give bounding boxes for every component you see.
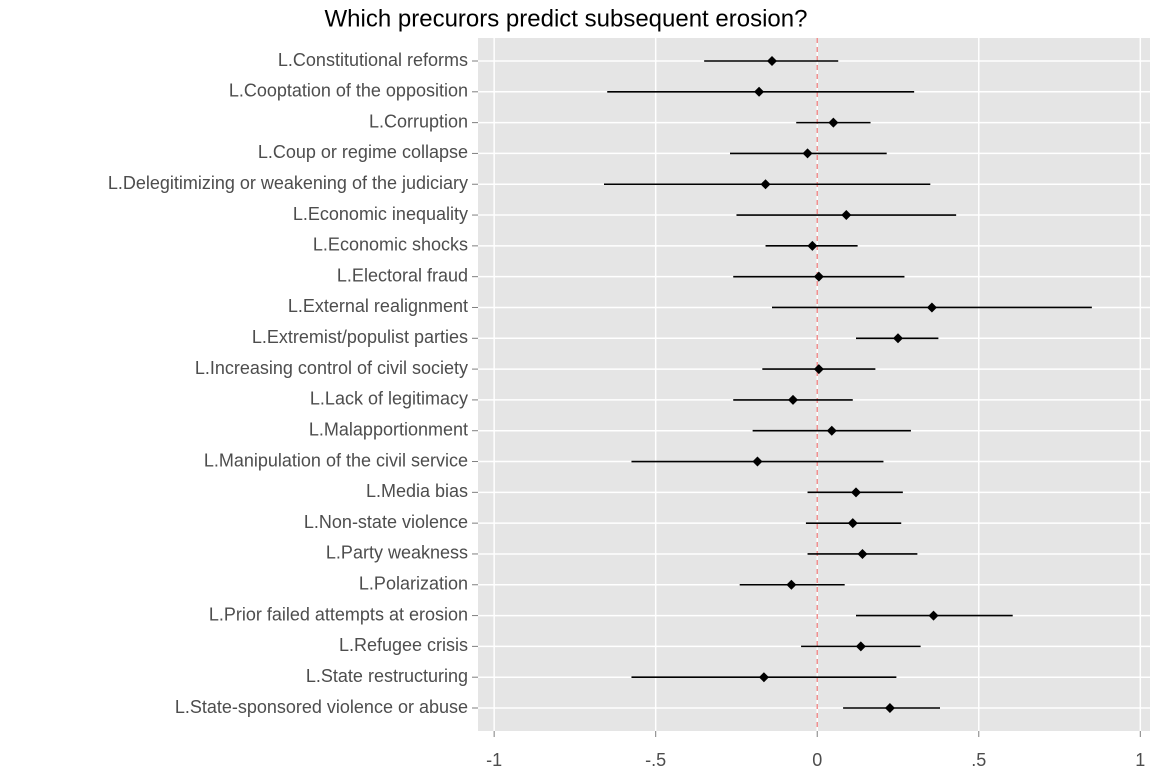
point-estimate — [826, 425, 837, 436]
y-tick-label: L.Extremist/populist parties — [252, 327, 468, 347]
point-estimate — [928, 610, 939, 621]
point-estimate — [802, 148, 813, 159]
y-tick-label: L.Polarization — [359, 574, 468, 594]
point-estimate — [813, 271, 824, 282]
point-estimate — [893, 333, 903, 344]
y-tick-label: L.Economic shocks — [313, 235, 468, 255]
point-estimate — [767, 56, 777, 66]
point-estimate — [760, 179, 771, 190]
y-tick-label: L.Refugee crisis — [339, 635, 468, 655]
y-tick-label: L.Coup or regime collapse — [258, 142, 468, 162]
point-estimate — [855, 641, 866, 652]
y-tick-label: L.Prior failed attempts at erosion — [209, 604, 468, 624]
y-tick-label: L.Manipulation of the civil service — [204, 450, 468, 470]
x-tick-label: 0 — [812, 750, 822, 770]
point-estimate — [857, 548, 868, 559]
y-tick-label: L.Party weakness — [326, 543, 468, 563]
point-estimate — [786, 579, 797, 590]
y-tick-label: L.Constitutional reforms — [278, 50, 468, 70]
point-estimate — [752, 456, 763, 467]
point-estimate — [851, 487, 861, 498]
y-tick-label: L.Malapportionment — [309, 419, 468, 439]
y-tick-label: L.State-sponsored violence or abuse — [175, 697, 468, 717]
point-estimate — [754, 86, 765, 97]
y-tick-label: L.State restructuring — [306, 666, 468, 686]
point-estimate — [788, 394, 798, 405]
y-tick-label: L.Media bias — [366, 481, 468, 501]
point-estimate — [758, 672, 769, 683]
chart-title: Which precurors predict subsequent erosi… — [325, 5, 808, 32]
x-tick-label: 1 — [1135, 750, 1145, 770]
x-tick-label: -1 — [486, 750, 502, 770]
y-tick-label: L.Economic inequality — [293, 204, 468, 224]
y-tick-label: L.Corruption — [369, 111, 468, 131]
y-tick-label: L.Delegitimizing or weakening of the jud… — [108, 173, 468, 193]
point-estimate — [807, 240, 818, 251]
y-tick-label: L.External realignment — [288, 296, 468, 316]
y-tick-label: L.Non-state violence — [304, 512, 468, 532]
y-tick-label: L.Cooptation of the opposition — [229, 81, 468, 101]
point-estimate — [847, 518, 858, 529]
point-estimate — [841, 210, 852, 221]
point-estimate — [884, 703, 895, 713]
x-tick-label: -.5 — [645, 750, 666, 770]
y-tick-label: L.Electoral fraud — [337, 265, 468, 285]
panel — [478, 38, 1150, 731]
x-tick-label: .5 — [971, 750, 986, 770]
y-tick-label: L.Lack of legitimacy — [310, 389, 468, 409]
point-estimate — [813, 364, 824, 375]
point-estimate — [926, 302, 937, 313]
y-tick-label: L.Increasing control of civil society — [195, 358, 468, 378]
point-estimate — [828, 117, 839, 128]
